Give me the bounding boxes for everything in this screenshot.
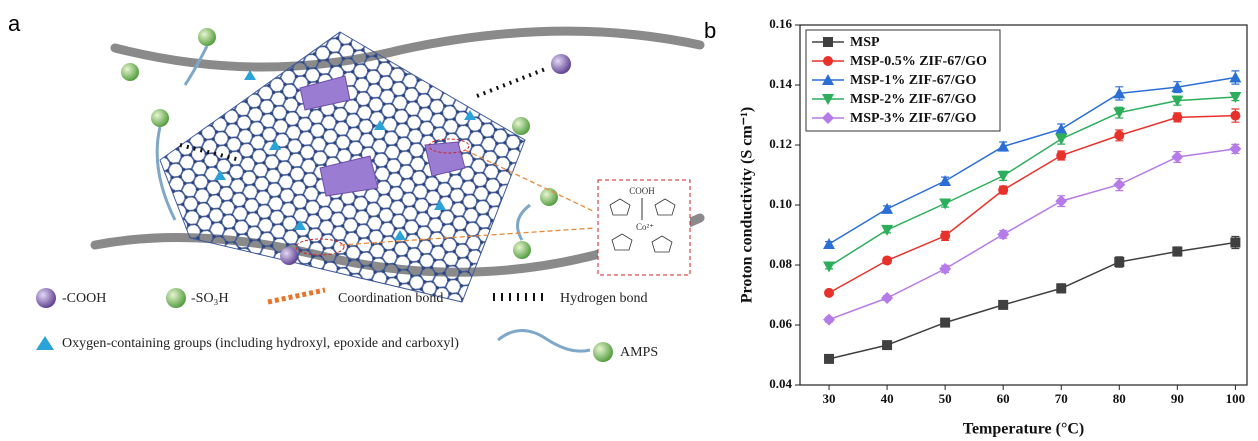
legend-label: MSP [850,35,880,50]
data-point [1114,130,1125,141]
legend-label: MSP-0.5% ZIF-67/GO [850,54,987,69]
data-point [940,230,951,241]
x-tick-label: 50 [939,391,952,406]
data-point [1113,107,1126,119]
data-point [1171,95,1184,107]
y-tick-label: 0.16 [769,16,792,31]
data-point [822,74,834,85]
data-point [1171,81,1184,93]
inset-label: COOH [629,186,655,196]
data-point [823,56,833,66]
data-point [1229,71,1242,83]
data-point [1056,150,1067,161]
data-point [1229,92,1242,103]
inset-label: Co²⁺ [636,222,654,232]
data-point [1055,195,1068,208]
data-point [823,238,836,249]
x-axis-label: Temperature (°C) [963,421,1084,438]
data-point [998,185,1009,195]
data-point [939,175,952,186]
data-point [1172,246,1183,257]
x-tick-label: 70 [1055,391,1068,406]
x-tick-label: 80 [1113,391,1126,406]
data-point [822,112,834,124]
data-point [1171,151,1184,163]
data-point [1055,134,1068,145]
data-point [997,228,1010,241]
data-point [939,262,952,275]
series-line [828,114,1236,294]
legend-text: -COOH [62,291,106,306]
panel-label: b [704,18,716,43]
x-tick-label: 100 [1226,391,1246,406]
data-point [881,202,894,214]
y-tick-label: 0.04 [769,376,792,391]
panel-label: a [8,11,21,36]
data-point [1055,123,1068,135]
data-point [822,94,834,105]
series-line [828,76,1236,245]
data-point [881,224,894,236]
data-point [1230,237,1241,248]
data-point [997,140,1010,152]
data-point [823,37,833,47]
legend-text: -SO₃H [191,291,229,306]
legend-label: MSP-2% ZIF-67/GO [850,92,976,107]
y-tick-label: 0.10 [769,196,792,211]
series-line [828,241,1236,360]
data-point [1230,110,1241,121]
schematic-legend: -COOH -SO₃H Coordination bond Hydrogen b… [36,287,658,362]
legend-label: MSP-3% ZIF-67/GO [850,111,976,126]
y-tick-label: 0.14 [769,76,792,91]
legend-label: MSP-1% ZIF-67/GO [850,73,976,88]
legend-text: Coordination bond [338,291,443,306]
data-point [882,340,893,351]
y-tick-label: 0.12 [769,136,792,151]
schematic: COOH Co²⁺ [90,26,705,303]
y-tick-label: 0.06 [769,316,792,331]
chart: 0.04 0.06 0.08 0.10 0.12 0.14 0.16 30 40 50 60 70 80… [739,16,1248,438]
data-point [823,261,836,273]
data-point [824,287,835,298]
x-tick-label: 90 [1171,391,1184,406]
data-point [1229,142,1242,155]
data-point [998,299,1009,310]
data-point [1172,112,1183,123]
data-point [1113,178,1126,191]
data-point [1113,87,1126,99]
legend-text: Hydrogen bond [560,291,648,306]
x-tick-label: 30 [823,391,836,406]
data-point [1056,283,1067,294]
data-point [939,198,952,210]
data-point [940,317,951,328]
data-point [1114,257,1125,267]
data-point [823,313,836,326]
data-point [882,255,893,266]
y-axis-label: Proton conductivity (S cm⁻¹) [739,107,756,303]
x-tick-label: 60 [997,391,1010,406]
data-point [997,170,1010,182]
series-line [828,96,1236,268]
data-point [881,292,894,304]
x-tick-label: 40 [881,391,894,406]
legend-text: AMPS [620,345,658,360]
series-line [828,148,1236,321]
legend-text: Oxygen-containing groups (including hydr… [62,336,459,351]
data-point [824,353,835,364]
y-tick-label: 0.08 [769,256,792,271]
